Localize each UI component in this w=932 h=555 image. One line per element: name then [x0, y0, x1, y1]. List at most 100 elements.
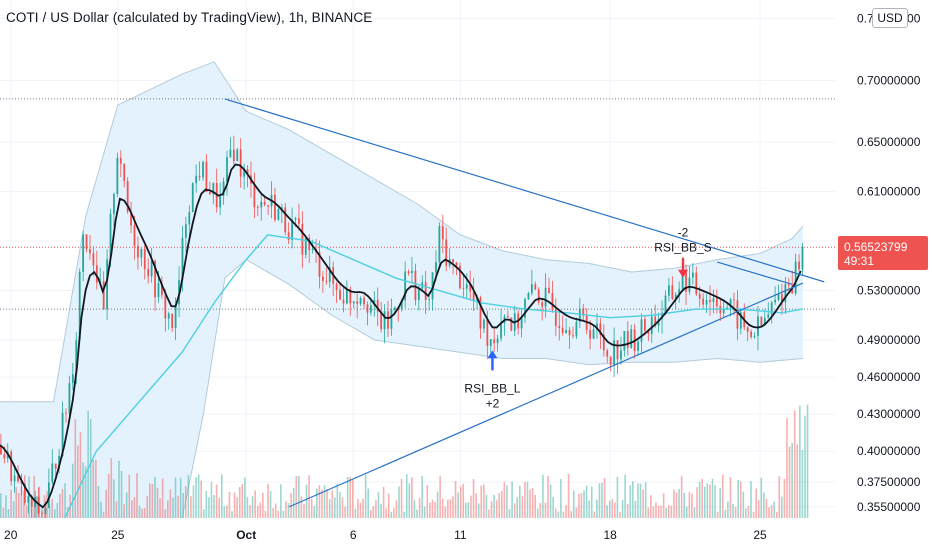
volume-bar — [369, 510, 372, 518]
volume-bar — [678, 489, 680, 518]
volume-bar — [431, 499, 434, 518]
volume-bar — [783, 478, 786, 518]
volume-bar — [683, 492, 686, 518]
volume-bar — [650, 495, 652, 518]
volume-bar — [256, 505, 259, 518]
volume-bar — [673, 489, 675, 518]
volume-bar — [15, 487, 18, 518]
volume-bar — [680, 475, 683, 518]
volume-bar — [552, 496, 554, 518]
volume-bar — [56, 502, 59, 518]
candle-body — [184, 224, 187, 238]
volume-bar — [511, 481, 513, 518]
volume-bar — [380, 503, 382, 518]
volume-bar — [716, 511, 719, 518]
volume-bar — [657, 505, 660, 518]
volume-bar — [614, 502, 616, 518]
volume-bar — [560, 478, 562, 518]
candle-body — [267, 205, 269, 207]
candle-body — [770, 302, 773, 315]
candle-body — [229, 149, 232, 158]
volume-bar — [647, 507, 650, 518]
volume-bar — [452, 496, 454, 518]
candle-body — [383, 311, 386, 330]
volume-bar — [459, 486, 462, 518]
volume-bar — [77, 445, 79, 518]
volume-bar — [775, 511, 778, 518]
candle-body — [198, 175, 201, 178]
volume-bar — [233, 492, 236, 518]
volume-bar — [660, 505, 662, 518]
candle-body — [352, 301, 355, 304]
volume-bar — [182, 493, 185, 518]
volume-bar — [110, 458, 113, 518]
volume-bar — [167, 500, 169, 518]
candle-body — [493, 339, 496, 344]
volume-bar — [46, 491, 48, 518]
candle-body — [150, 260, 153, 277]
signal-short: RSI_BB_S-2 — [654, 226, 712, 278]
candle-body — [787, 284, 790, 286]
volume-bar — [583, 490, 585, 518]
volume-bar — [262, 492, 264, 518]
candle-body — [47, 482, 50, 508]
volume-bar — [644, 482, 647, 518]
candle-body — [171, 313, 174, 328]
signal-short-value: -2 — [678, 226, 689, 240]
candle-body — [746, 327, 749, 332]
volume-bar — [310, 498, 313, 518]
volume-bar — [696, 487, 698, 518]
volume-bar — [544, 502, 547, 518]
volume-bar — [619, 511, 621, 518]
volume-bar — [113, 479, 115, 518]
candle-body — [0, 445, 2, 455]
candle-body — [17, 475, 19, 482]
volume-bar — [403, 511, 405, 518]
currency-badge[interactable]: USD — [872, 8, 908, 28]
candle-body — [345, 289, 348, 304]
candle-body — [801, 246, 804, 270]
volume-bar — [434, 502, 436, 518]
volume-bar — [184, 486, 187, 518]
volume-bar — [585, 485, 588, 518]
volume-bar — [228, 491, 231, 518]
bollinger-upper-line — [0, 61, 804, 403]
volume-bar — [495, 499, 498, 518]
volume-bar — [601, 482, 603, 518]
volume-bar — [357, 498, 359, 518]
candle-body — [544, 287, 547, 307]
volume-bar — [518, 485, 521, 518]
candle-body — [140, 248, 143, 258]
volume-bar — [100, 501, 102, 518]
volume-bar — [796, 444, 799, 518]
volume-bar — [17, 493, 20, 518]
candle-body — [195, 175, 198, 184]
volume-bar — [331, 490, 334, 518]
volume-bar — [472, 479, 475, 518]
candle-body — [174, 304, 177, 328]
candle-body — [486, 319, 489, 346]
candle-body — [154, 260, 156, 298]
time-axis-tick-label: 11 — [454, 528, 467, 542]
candle-body — [644, 319, 646, 331]
candle-body — [428, 299, 431, 301]
candle-body — [582, 308, 585, 316]
volume-bar — [51, 498, 53, 518]
volume-bar — [141, 508, 143, 518]
volume-bar — [470, 495, 472, 518]
volume-bar — [632, 481, 634, 518]
candle-body — [349, 289, 352, 304]
volume-bar — [359, 502, 362, 518]
candle-body — [339, 289, 341, 300]
volume-bar — [413, 500, 416, 518]
candle-body — [572, 335, 574, 337]
time-axis-tick-label: 6 — [350, 528, 357, 542]
candle-body — [613, 340, 615, 365]
candle-body — [435, 262, 437, 273]
candle-body — [678, 289, 681, 295]
candle-body — [202, 161, 204, 178]
volume-bar — [501, 491, 503, 518]
candle-body — [390, 309, 393, 329]
